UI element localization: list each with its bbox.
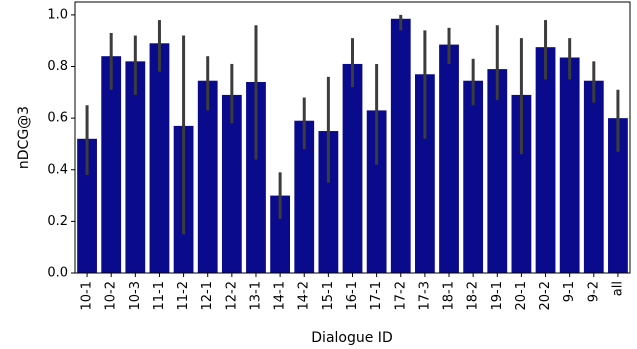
x-tick-label-18-2: 18-2 — [466, 281, 481, 311]
x-tick-label-12-1: 12-1 — [200, 281, 215, 311]
x-tick-label-11-1: 11-1 — [152, 281, 167, 311]
x-tick-label-16-1: 16-1 — [345, 281, 360, 311]
x-tick-label-13-1: 13-1 — [248, 281, 263, 311]
x-tick-label-9-2: 9-2 — [586, 281, 601, 302]
bar-17-2 — [391, 19, 411, 273]
x-tick-label-20-2: 20-2 — [538, 281, 553, 311]
y-tick-label-0.8: 0.8 — [47, 59, 68, 74]
bar-20-2 — [536, 47, 556, 273]
x-tick-label-10-3: 10-3 — [128, 281, 143, 311]
y-axis: 0.0 0.2 0.4 0.6 0.8 1.0 — [47, 7, 75, 280]
x-tick-label-14-1: 14-1 — [273, 281, 288, 311]
bar-18-2 — [463, 81, 483, 273]
x-tick-label-18-1: 18-1 — [442, 281, 457, 311]
bar-11-1 — [150, 43, 170, 273]
y-tick-label-0.4: 0.4 — [47, 162, 68, 177]
x-tick-label-17-2: 17-2 — [393, 281, 408, 311]
bar-16-1 — [343, 64, 363, 273]
x-tick-label-19-1: 19-1 — [490, 281, 505, 311]
x-tick-label-17-3: 17-3 — [417, 281, 432, 311]
y-tick-label-1.0: 1.0 — [47, 7, 68, 22]
x-tick-label-20-1: 20-1 — [514, 281, 529, 311]
x-tick-label-17-1: 17-1 — [369, 281, 384, 311]
x-tick-label-12-2: 12-2 — [224, 281, 239, 311]
y-axis-label: nDCG@3 — [16, 106, 32, 169]
x-tick-label-15-1: 15-1 — [321, 281, 336, 311]
y-tick-label-0.2: 0.2 — [47, 214, 68, 229]
bar-9-1 — [560, 57, 580, 273]
x-axis-label: Dialogue ID — [311, 330, 392, 346]
x-tick-label-14-2: 14-2 — [297, 281, 312, 311]
x-tick-label-10-1: 10-1 — [80, 281, 95, 311]
x-axis: 10-1 10-2 10-3 11-1 11-2 12-1 12-2 13-1 14-1 14-2… — [80, 273, 626, 311]
y-tick-label-0.0: 0.0 — [47, 266, 68, 281]
x-tick-label-10-2: 10-2 — [104, 281, 119, 311]
bar-18-1 — [439, 45, 459, 273]
x-tick-label-11-2: 11-2 — [176, 281, 191, 311]
x-tick-label-all: all — [610, 281, 625, 296]
x-tick-label-9-1: 9-1 — [562, 281, 577, 302]
bar-9-2 — [584, 81, 604, 273]
y-tick-label-0.6: 0.6 — [47, 111, 68, 126]
